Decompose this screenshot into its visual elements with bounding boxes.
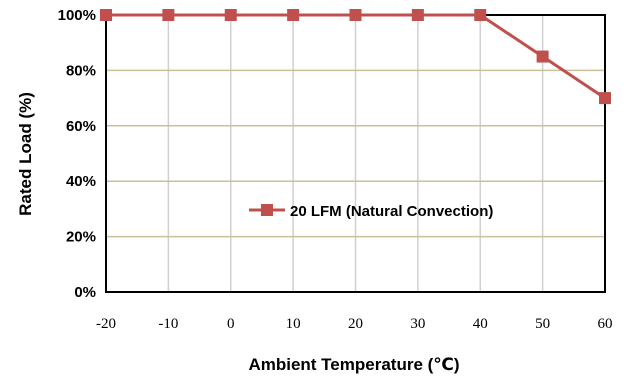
x-tick-label-8: 60 — [598, 316, 613, 332]
label-layer: 0% 20% 40% 60% 80% 100% -20 -10 0 10 20 30 40 50 60 — [58, 7, 613, 332]
legend-label: 20 LFM (Natural Convection) — [290, 203, 493, 220]
series-0-point-2 — [224, 9, 237, 21]
y-tick-label-1: 20% — [66, 229, 96, 246]
y-tick-label-0: 0% — [74, 284, 96, 301]
series-0-point-3 — [287, 9, 300, 21]
y-tick-label-5: 100% — [58, 7, 96, 24]
y-tick-label-3: 60% — [66, 118, 96, 135]
x-tick-label-7: 50 — [535, 316, 550, 332]
x-tick-label-5: 30 — [410, 316, 425, 332]
series-0-point-4 — [349, 9, 362, 21]
y-tick-label-4: 80% — [66, 62, 96, 79]
grid-layer — [105, 15, 606, 292]
series-0-point-8 — [599, 92, 611, 105]
series-0-point-6 — [474, 9, 487, 21]
series-0-point-1 — [162, 9, 175, 21]
y-axis-title: Rated Load (%) — [16, 92, 35, 216]
x-tick-label-2: 0 — [227, 316, 235, 332]
legend-marker — [261, 204, 273, 216]
x-tick-label-6: 40 — [473, 316, 488, 332]
series-0-point-7 — [536, 50, 549, 63]
x-tick-label-1: -10 — [158, 316, 178, 332]
x-tick-label-3: 10 — [286, 316, 301, 332]
series-0-point-5 — [411, 9, 424, 21]
x-tick-label-4: 20 — [348, 316, 363, 332]
series-0-point-0 — [100, 9, 112, 21]
x-tick-label-0: -20 — [96, 316, 116, 332]
series-layer — [100, 9, 611, 105]
y-tick-label-2: 40% — [66, 173, 96, 190]
legend: 20 LFM (Natural Convection) — [249, 203, 493, 220]
x-axis-title: Ambient Temperature (℃) — [248, 355, 459, 374]
